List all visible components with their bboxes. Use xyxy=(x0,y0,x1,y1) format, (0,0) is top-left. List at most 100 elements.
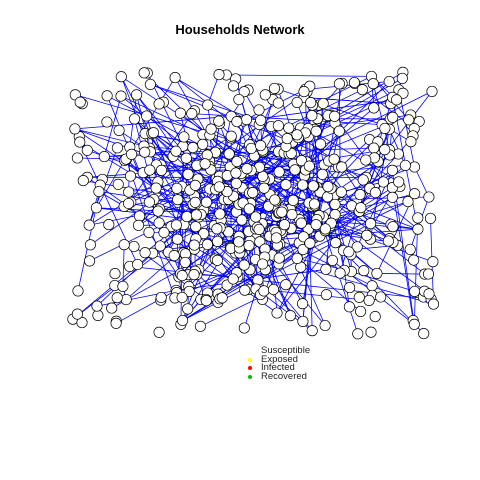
household-node xyxy=(223,148,235,160)
household-node xyxy=(259,89,271,101)
household-node xyxy=(357,174,369,186)
household-node xyxy=(239,284,251,296)
susceptible-marker xyxy=(248,349,252,354)
household-node xyxy=(255,140,267,152)
household-node xyxy=(120,294,132,306)
household-node xyxy=(213,115,225,127)
household-node xyxy=(205,123,217,135)
household-node xyxy=(427,256,439,268)
household-node xyxy=(182,303,194,315)
network-edge xyxy=(74,115,232,130)
network-edge xyxy=(269,236,278,314)
household-node xyxy=(199,158,211,170)
household-node xyxy=(319,319,331,332)
household-node xyxy=(131,89,143,101)
household-node xyxy=(225,130,237,142)
household-node xyxy=(101,90,113,102)
household-node xyxy=(422,268,435,280)
network-edge xyxy=(322,216,430,295)
household-node xyxy=(211,254,223,266)
household-node xyxy=(198,228,210,240)
household-node xyxy=(171,182,183,194)
network-edge xyxy=(413,217,419,325)
household-node xyxy=(233,236,245,248)
household-node xyxy=(306,325,318,337)
household-node xyxy=(354,189,366,201)
household-node xyxy=(297,244,309,256)
household-node xyxy=(348,76,360,89)
household-node xyxy=(408,161,421,173)
household-node xyxy=(306,110,318,122)
exposed-marker xyxy=(248,357,252,362)
household-node xyxy=(326,254,339,266)
network-edge xyxy=(103,95,122,157)
household-node xyxy=(243,239,255,252)
household-node xyxy=(281,133,293,145)
household-node xyxy=(369,311,381,323)
household-node xyxy=(168,250,180,262)
network-edge xyxy=(334,193,415,215)
household-node xyxy=(387,221,399,233)
legend-label: Susceptible xyxy=(261,345,311,356)
household-node xyxy=(287,194,299,206)
network-edge xyxy=(277,88,383,125)
household-node xyxy=(178,131,190,143)
household-node xyxy=(295,155,308,167)
household-node xyxy=(213,181,225,193)
household-node xyxy=(304,237,316,249)
household-node xyxy=(101,116,113,128)
household-node xyxy=(93,185,105,198)
household-node xyxy=(158,226,170,239)
household-node xyxy=(132,258,144,271)
household-node xyxy=(194,320,206,332)
household-node xyxy=(386,164,398,176)
household-node xyxy=(183,285,195,297)
household-node xyxy=(351,241,363,253)
household-node xyxy=(72,285,84,297)
household-node xyxy=(273,166,285,178)
legend-label: Infected xyxy=(261,362,295,373)
household-node xyxy=(366,280,378,292)
household-node xyxy=(170,145,182,157)
household-node xyxy=(103,219,115,231)
household-node xyxy=(371,267,383,279)
infected-marker xyxy=(248,366,252,371)
network-edge xyxy=(398,89,415,168)
household-node xyxy=(141,110,153,122)
legend-item-recovered: Recovered xyxy=(245,372,310,382)
household-node xyxy=(258,285,270,297)
household-node xyxy=(238,86,250,98)
network-edge xyxy=(121,76,260,168)
household-node xyxy=(343,246,355,258)
household-node xyxy=(258,182,270,194)
household-node xyxy=(314,138,327,150)
household-node xyxy=(382,235,394,247)
household-node xyxy=(233,93,245,106)
household-node xyxy=(202,99,214,111)
network-edge xyxy=(226,74,372,77)
household-node xyxy=(335,186,347,198)
household-node xyxy=(231,155,243,168)
household-node xyxy=(154,240,166,252)
household-node xyxy=(238,259,250,271)
household-node xyxy=(186,108,198,120)
household-node xyxy=(187,142,199,154)
household-node xyxy=(320,289,332,301)
household-node xyxy=(188,239,200,251)
household-node xyxy=(150,182,162,194)
household-node xyxy=(307,180,319,192)
household-node xyxy=(241,163,253,175)
household-node xyxy=(181,211,193,223)
household-node xyxy=(153,326,165,338)
household-node xyxy=(177,314,189,327)
household-node xyxy=(427,298,440,310)
household-node xyxy=(231,116,243,128)
household-node xyxy=(227,80,240,92)
network-edge xyxy=(276,237,373,287)
plot-title: Households Network xyxy=(175,22,305,37)
household-node xyxy=(213,69,225,81)
household-node xyxy=(110,317,122,329)
household-node xyxy=(176,270,188,282)
household-node xyxy=(412,223,424,235)
household-node xyxy=(76,317,88,329)
